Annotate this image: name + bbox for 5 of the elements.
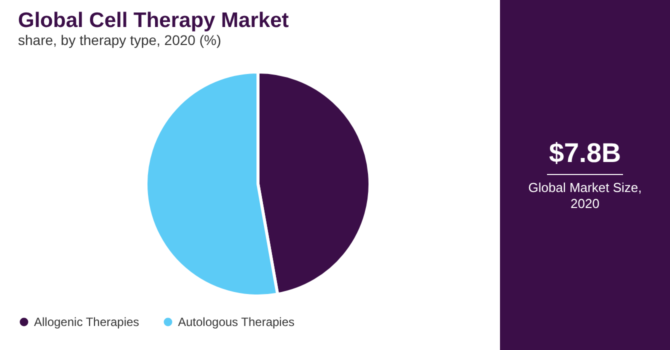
chart-subtitle: share, by therapy type, 2020 (%) <box>18 32 222 48</box>
side-panel: $7.8B Global Market Size, 2020 <box>500 0 670 350</box>
legend-label: Autologous Therapies <box>178 315 295 329</box>
legend-label: Allogenic Therapies <box>34 315 140 329</box>
chart-title: Global Cell Therapy Market <box>18 9 289 32</box>
